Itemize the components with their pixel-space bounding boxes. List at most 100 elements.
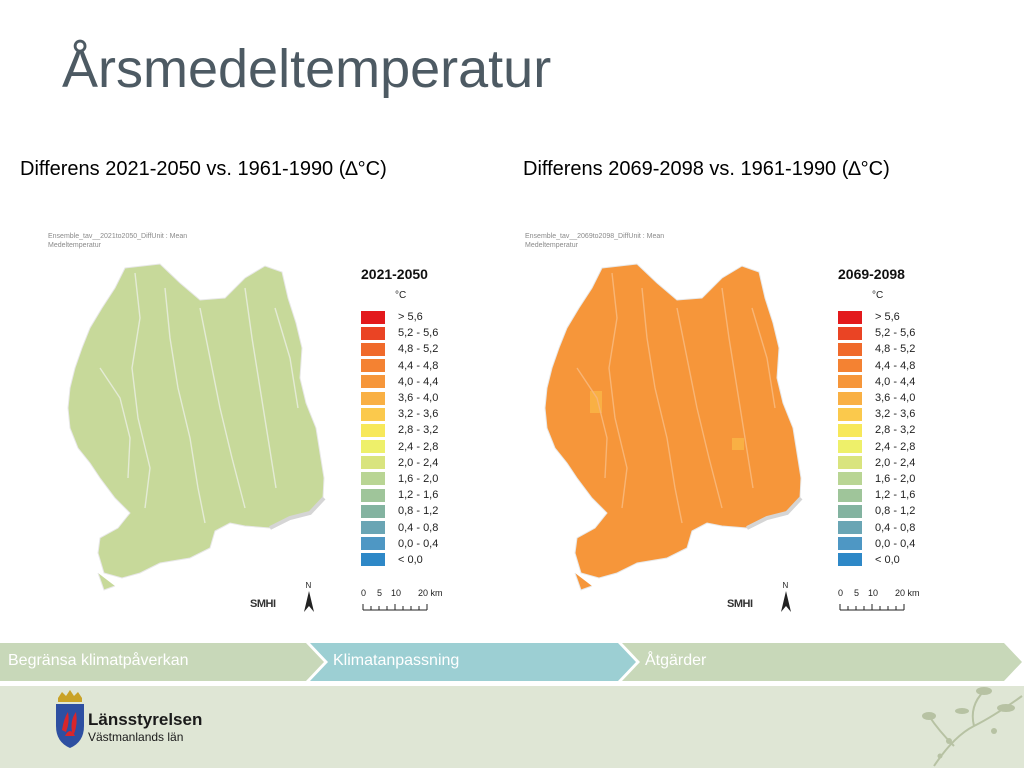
nav-step-3-shape bbox=[622, 643, 1022, 681]
legend-label: 4,0 - 4,4 bbox=[875, 375, 916, 388]
legend-swatch bbox=[361, 326, 385, 340]
legend-label: 3,6 - 4,0 bbox=[875, 392, 916, 405]
county-region-south bbox=[97, 572, 116, 591]
scale-bar: 0 5 10 20 km bbox=[361, 588, 461, 617]
legend-swatch bbox=[361, 488, 385, 502]
legend-label: 2,8 - 3,2 bbox=[398, 424, 439, 437]
scale-tick-20: 20 km bbox=[895, 588, 920, 598]
map-meta-line1: Ensemble_tav__2069to2098_DiffUnit : Mean bbox=[525, 233, 665, 240]
svg-text:N: N bbox=[783, 581, 789, 590]
legend-label: 2,0 - 2,4 bbox=[398, 456, 439, 469]
river-lines bbox=[576, 272, 776, 524]
legend-swatch bbox=[361, 472, 385, 486]
footer: Länsstyrelsen Västmanlands län bbox=[0, 686, 1024, 768]
legend-item: < 0,0 bbox=[838, 552, 948, 568]
legend-item: 5,2 - 5,6 bbox=[361, 325, 471, 341]
legend-swatch bbox=[838, 456, 862, 470]
county-map bbox=[544, 263, 803, 591]
county-region bbox=[67, 263, 325, 579]
lake-shore bbox=[746, 496, 803, 530]
map-left-subtitle: Differens 2021-2050 vs. 1961-1990 (∆°C) bbox=[20, 158, 387, 180]
legend-swatch bbox=[361, 359, 385, 373]
legend-label: < 0,0 bbox=[398, 553, 423, 566]
process-nav-arrows bbox=[0, 643, 1022, 681]
legend-swatch bbox=[838, 504, 862, 518]
legend-label: 1,6 - 2,0 bbox=[398, 472, 439, 485]
legend-label: < 0,0 bbox=[875, 553, 900, 566]
coat-of-arms-icon bbox=[56, 690, 84, 748]
legend-rows: > 5,6 5,2 - 5,6 4,8 - 5,2 4,4 - 4,8 4,0 - 4,… bbox=[361, 309, 471, 568]
map-right-subtitle: Differens 2069-2098 vs. 1961-1990 (∆°C) bbox=[523, 158, 890, 180]
map-meta-text: Ensemble_tav__2021to2050_DiffUnit : Mean… bbox=[48, 232, 187, 250]
process-nav: Begränsa klimatpåverkan Klimatanpassning… bbox=[0, 643, 1024, 681]
legend-item: 0,8 - 1,2 bbox=[361, 503, 471, 519]
scale-line bbox=[839, 604, 905, 611]
legend-item: 4,4 - 4,8 bbox=[361, 358, 471, 374]
scale-bar: 0 5 10 20 km bbox=[838, 588, 938, 617]
legend-item: 3,2 - 3,6 bbox=[838, 406, 948, 422]
legend-swatch bbox=[838, 488, 862, 502]
legend-label: 0,0 - 0,4 bbox=[398, 537, 439, 550]
legend-label: 4,8 - 5,2 bbox=[398, 343, 439, 356]
legend-label: 5,2 - 5,6 bbox=[398, 327, 439, 340]
legend-item: 0,4 - 0,8 bbox=[838, 519, 948, 535]
legend: 2069-2098 °C > 5,6 5,2 - 5,6 4,8 - 5,2 4,4 … bbox=[838, 266, 948, 568]
org-subtitle: Västmanlands län bbox=[88, 730, 184, 744]
legend-label: 0,4 - 0,8 bbox=[875, 521, 916, 534]
legend-item: 0,0 - 0,4 bbox=[361, 536, 471, 552]
county-map bbox=[67, 263, 326, 591]
map-meta-line2: Medeltemperatur bbox=[48, 242, 101, 249]
legend-item: 2,4 - 2,8 bbox=[361, 439, 471, 455]
legend-item: < 0,0 bbox=[361, 552, 471, 568]
county-region-south bbox=[574, 572, 593, 591]
river-lines bbox=[99, 272, 299, 524]
legend-swatch bbox=[361, 553, 385, 567]
legend-item: 3,6 - 4,0 bbox=[838, 390, 948, 406]
legend-swatch bbox=[838, 342, 862, 356]
legend-item: 3,2 - 3,6 bbox=[361, 406, 471, 422]
mistletoe-ornament-icon bbox=[922, 687, 1023, 767]
legend-item: 3,6 - 4,0 bbox=[361, 390, 471, 406]
scale-tick-20: 20 km bbox=[418, 588, 443, 598]
legend-label: 1,2 - 1,6 bbox=[398, 489, 439, 502]
legend-item: 1,2 - 1,6 bbox=[838, 487, 948, 503]
legend-item: 4,0 - 4,4 bbox=[838, 374, 948, 390]
legend-swatch bbox=[361, 456, 385, 470]
legend-label: 4,0 - 4,4 bbox=[398, 375, 439, 388]
legend-swatch bbox=[838, 326, 862, 340]
legend-unit: °C bbox=[872, 290, 884, 301]
legend-swatch bbox=[838, 472, 862, 486]
legend-item: 0,8 - 1,2 bbox=[838, 503, 948, 519]
legend-item: > 5,6 bbox=[838, 309, 948, 325]
legend-item: > 5,6 bbox=[361, 309, 471, 325]
slide-title: Årsmedeltemperatur bbox=[62, 39, 552, 99]
legend-swatch bbox=[838, 440, 862, 454]
scale-tick-5: 5 bbox=[854, 588, 860, 598]
org-name: Länsstyrelsen bbox=[88, 710, 203, 729]
svg-text:N: N bbox=[306, 581, 312, 590]
legend-label: 4,8 - 5,2 bbox=[875, 343, 916, 356]
legend-swatch bbox=[838, 553, 862, 567]
lake-shore bbox=[269, 496, 326, 530]
warmer-patch bbox=[732, 438, 744, 450]
legend: 2021-2050 °C > 5,6 5,2 - 5,6 4,8 - 5,2 4,4 … bbox=[361, 266, 471, 568]
nav-step-begransa-klimatpaverkan[interactable]: Begränsa klimatpåverkan bbox=[8, 652, 189, 669]
map-meta-text: Ensemble_tav__2069to2098_DiffUnit : Mean… bbox=[525, 232, 664, 250]
nav-step-klimatanpassning[interactable]: Klimatanpassning bbox=[333, 652, 460, 669]
legend-title: 2069-2098 bbox=[838, 266, 905, 282]
legend-swatch bbox=[361, 440, 385, 454]
scale-tick-5: 5 bbox=[377, 588, 383, 598]
legend-label: 2,8 - 3,2 bbox=[875, 424, 916, 437]
legend-item: 0,0 - 0,4 bbox=[838, 536, 948, 552]
nav-step-atgarder[interactable]: Åtgärder bbox=[645, 652, 707, 669]
legend-swatch bbox=[361, 521, 385, 535]
smhi-logo: SMHI bbox=[727, 598, 753, 610]
map-panel-2021-2050: Ensemble_tav__2021to2050_DiffUnit : Mean… bbox=[40, 228, 480, 618]
legend-swatch bbox=[361, 342, 385, 356]
legend-rows: > 5,6 5,2 - 5,6 4,8 - 5,2 4,4 - 4,8 4,0 - 4,… bbox=[838, 309, 948, 568]
scale-tick-0: 0 bbox=[838, 588, 844, 598]
legend-item: 2,0 - 2,4 bbox=[361, 455, 471, 471]
legend-item: 1,2 - 1,6 bbox=[361, 487, 471, 503]
legend-swatch bbox=[361, 537, 385, 551]
scale-tick-10: 10 bbox=[391, 588, 402, 598]
